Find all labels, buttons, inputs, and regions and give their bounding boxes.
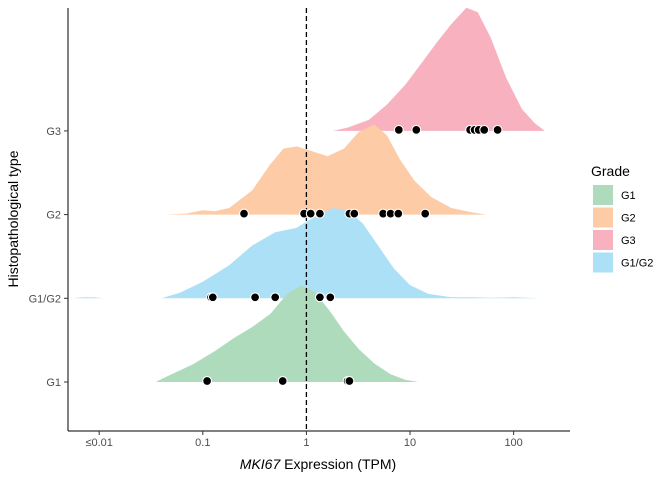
legend-label-g3: G3 bbox=[621, 235, 636, 247]
x-axis-title: MKI67 Expression (TPM) bbox=[240, 456, 396, 472]
point-g1 bbox=[277, 376, 288, 386]
x-tick-label: ≤0.01 bbox=[85, 437, 112, 449]
y-tick-label: G3 bbox=[46, 126, 61, 138]
legend-swatch-g1-g2 bbox=[593, 252, 613, 273]
ridge-g1-g2 bbox=[72, 208, 541, 299]
point-g1 bbox=[202, 376, 213, 386]
x-tick-label: 100 bbox=[504, 437, 522, 449]
point-g3 bbox=[393, 124, 404, 135]
point-g2 bbox=[420, 208, 431, 219]
legend-swatch-g2 bbox=[593, 207, 613, 228]
point-g2 bbox=[349, 208, 360, 219]
point-g1-g2 bbox=[250, 292, 261, 303]
ridge-g2 bbox=[166, 124, 487, 215]
y-tick-label: G1 bbox=[46, 377, 61, 389]
y-tick-label: G1/G2 bbox=[29, 293, 61, 305]
point-g1-g2 bbox=[325, 292, 336, 303]
point-g2 bbox=[314, 208, 325, 219]
ridge-g1 bbox=[155, 285, 419, 382]
x-tick-label: 10 bbox=[404, 437, 416, 449]
ridge-g3 bbox=[332, 7, 545, 131]
point-g3 bbox=[479, 124, 490, 135]
point-g2 bbox=[305, 208, 316, 219]
y-axis-title: Histopathological type bbox=[5, 150, 21, 287]
legend-label-g2: G2 bbox=[621, 213, 636, 225]
legend-label-g1: G1 bbox=[621, 190, 636, 202]
legend-title: Grade bbox=[591, 163, 630, 179]
point-g2 bbox=[239, 208, 249, 219]
legend: Grade G1 G2 G3 G1/G2 bbox=[591, 163, 653, 273]
point-g1 bbox=[344, 376, 355, 386]
point-g3 bbox=[411, 124, 422, 135]
legend-swatch-g3 bbox=[593, 230, 613, 250]
x-tick-label: 1 bbox=[303, 437, 309, 449]
point-g2 bbox=[393, 208, 404, 219]
axes: ≤0.01 0.1 1 10 100 G1 G1/G2 G2 G3 bbox=[29, 8, 570, 449]
point-g1-g2 bbox=[314, 292, 325, 303]
data-points bbox=[202, 124, 503, 386]
x-tick-label: 0.1 bbox=[195, 437, 210, 449]
y-tick-label: G2 bbox=[46, 210, 61, 222]
point-g1-g2 bbox=[207, 292, 218, 303]
legend-label-g1-g2: G1/G2 bbox=[621, 258, 653, 270]
point-g1-g2 bbox=[270, 292, 281, 303]
density-ridges bbox=[72, 7, 545, 382]
point-g3 bbox=[492, 124, 503, 135]
legend-swatch-g1 bbox=[593, 185, 613, 205]
